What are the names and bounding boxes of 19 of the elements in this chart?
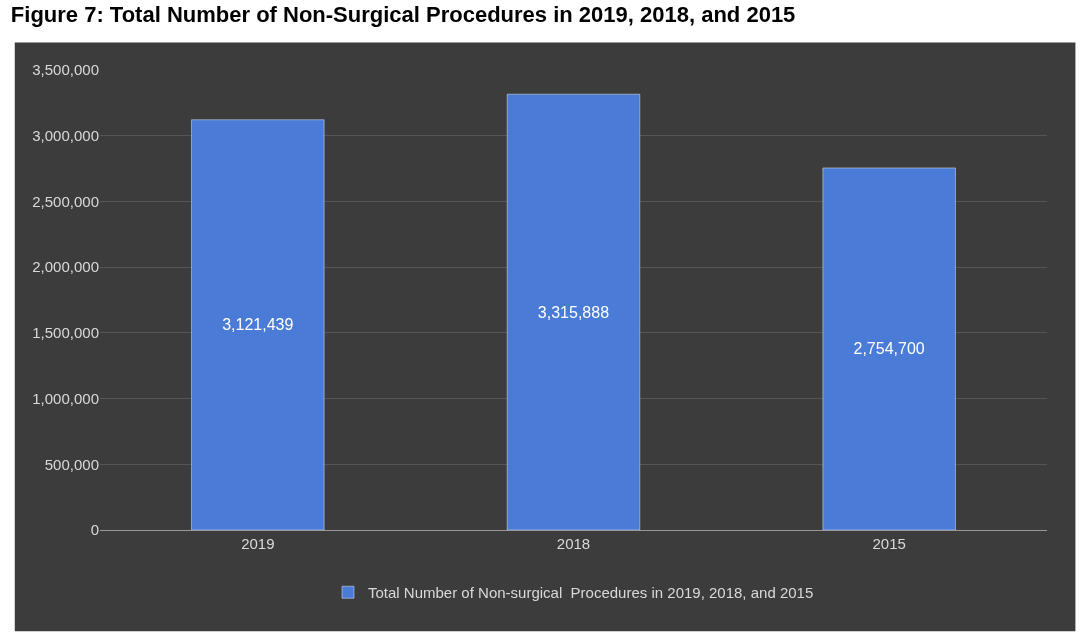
y-tick-label: 3,000,000 xyxy=(32,126,99,144)
y-tick-label: 2,500,000 xyxy=(32,192,99,210)
x-tick-label: 2019 xyxy=(241,535,275,552)
y-tick-label: 1,500,000 xyxy=(32,324,99,342)
data-label: 3,315,888 xyxy=(537,303,610,321)
data-label: 3,121,439 xyxy=(222,316,294,334)
data-label: 2,754,700 xyxy=(853,340,925,358)
x-tick-label: 2018 xyxy=(556,535,591,552)
bar xyxy=(822,167,956,530)
y-tick-label: 3,500,000 xyxy=(32,61,99,79)
x-tick-label: 2015 xyxy=(872,535,906,552)
chart-title: Figure 7: Total Number of Non-Surgical Procedures in 2019, 2018, and 2015 xyxy=(10,1,796,27)
y-tick-label: 0 xyxy=(90,521,99,539)
legend-label: Total Number of Non-surgical Procedures in 2019, 2018, and 2015 xyxy=(368,584,814,602)
y-tick-label: 500,000 xyxy=(44,455,99,473)
bar xyxy=(191,119,325,530)
y-tick-label: 1,000,000 xyxy=(32,389,99,407)
bar xyxy=(506,93,641,530)
y-tick-label: 2,000,000 xyxy=(32,258,99,276)
